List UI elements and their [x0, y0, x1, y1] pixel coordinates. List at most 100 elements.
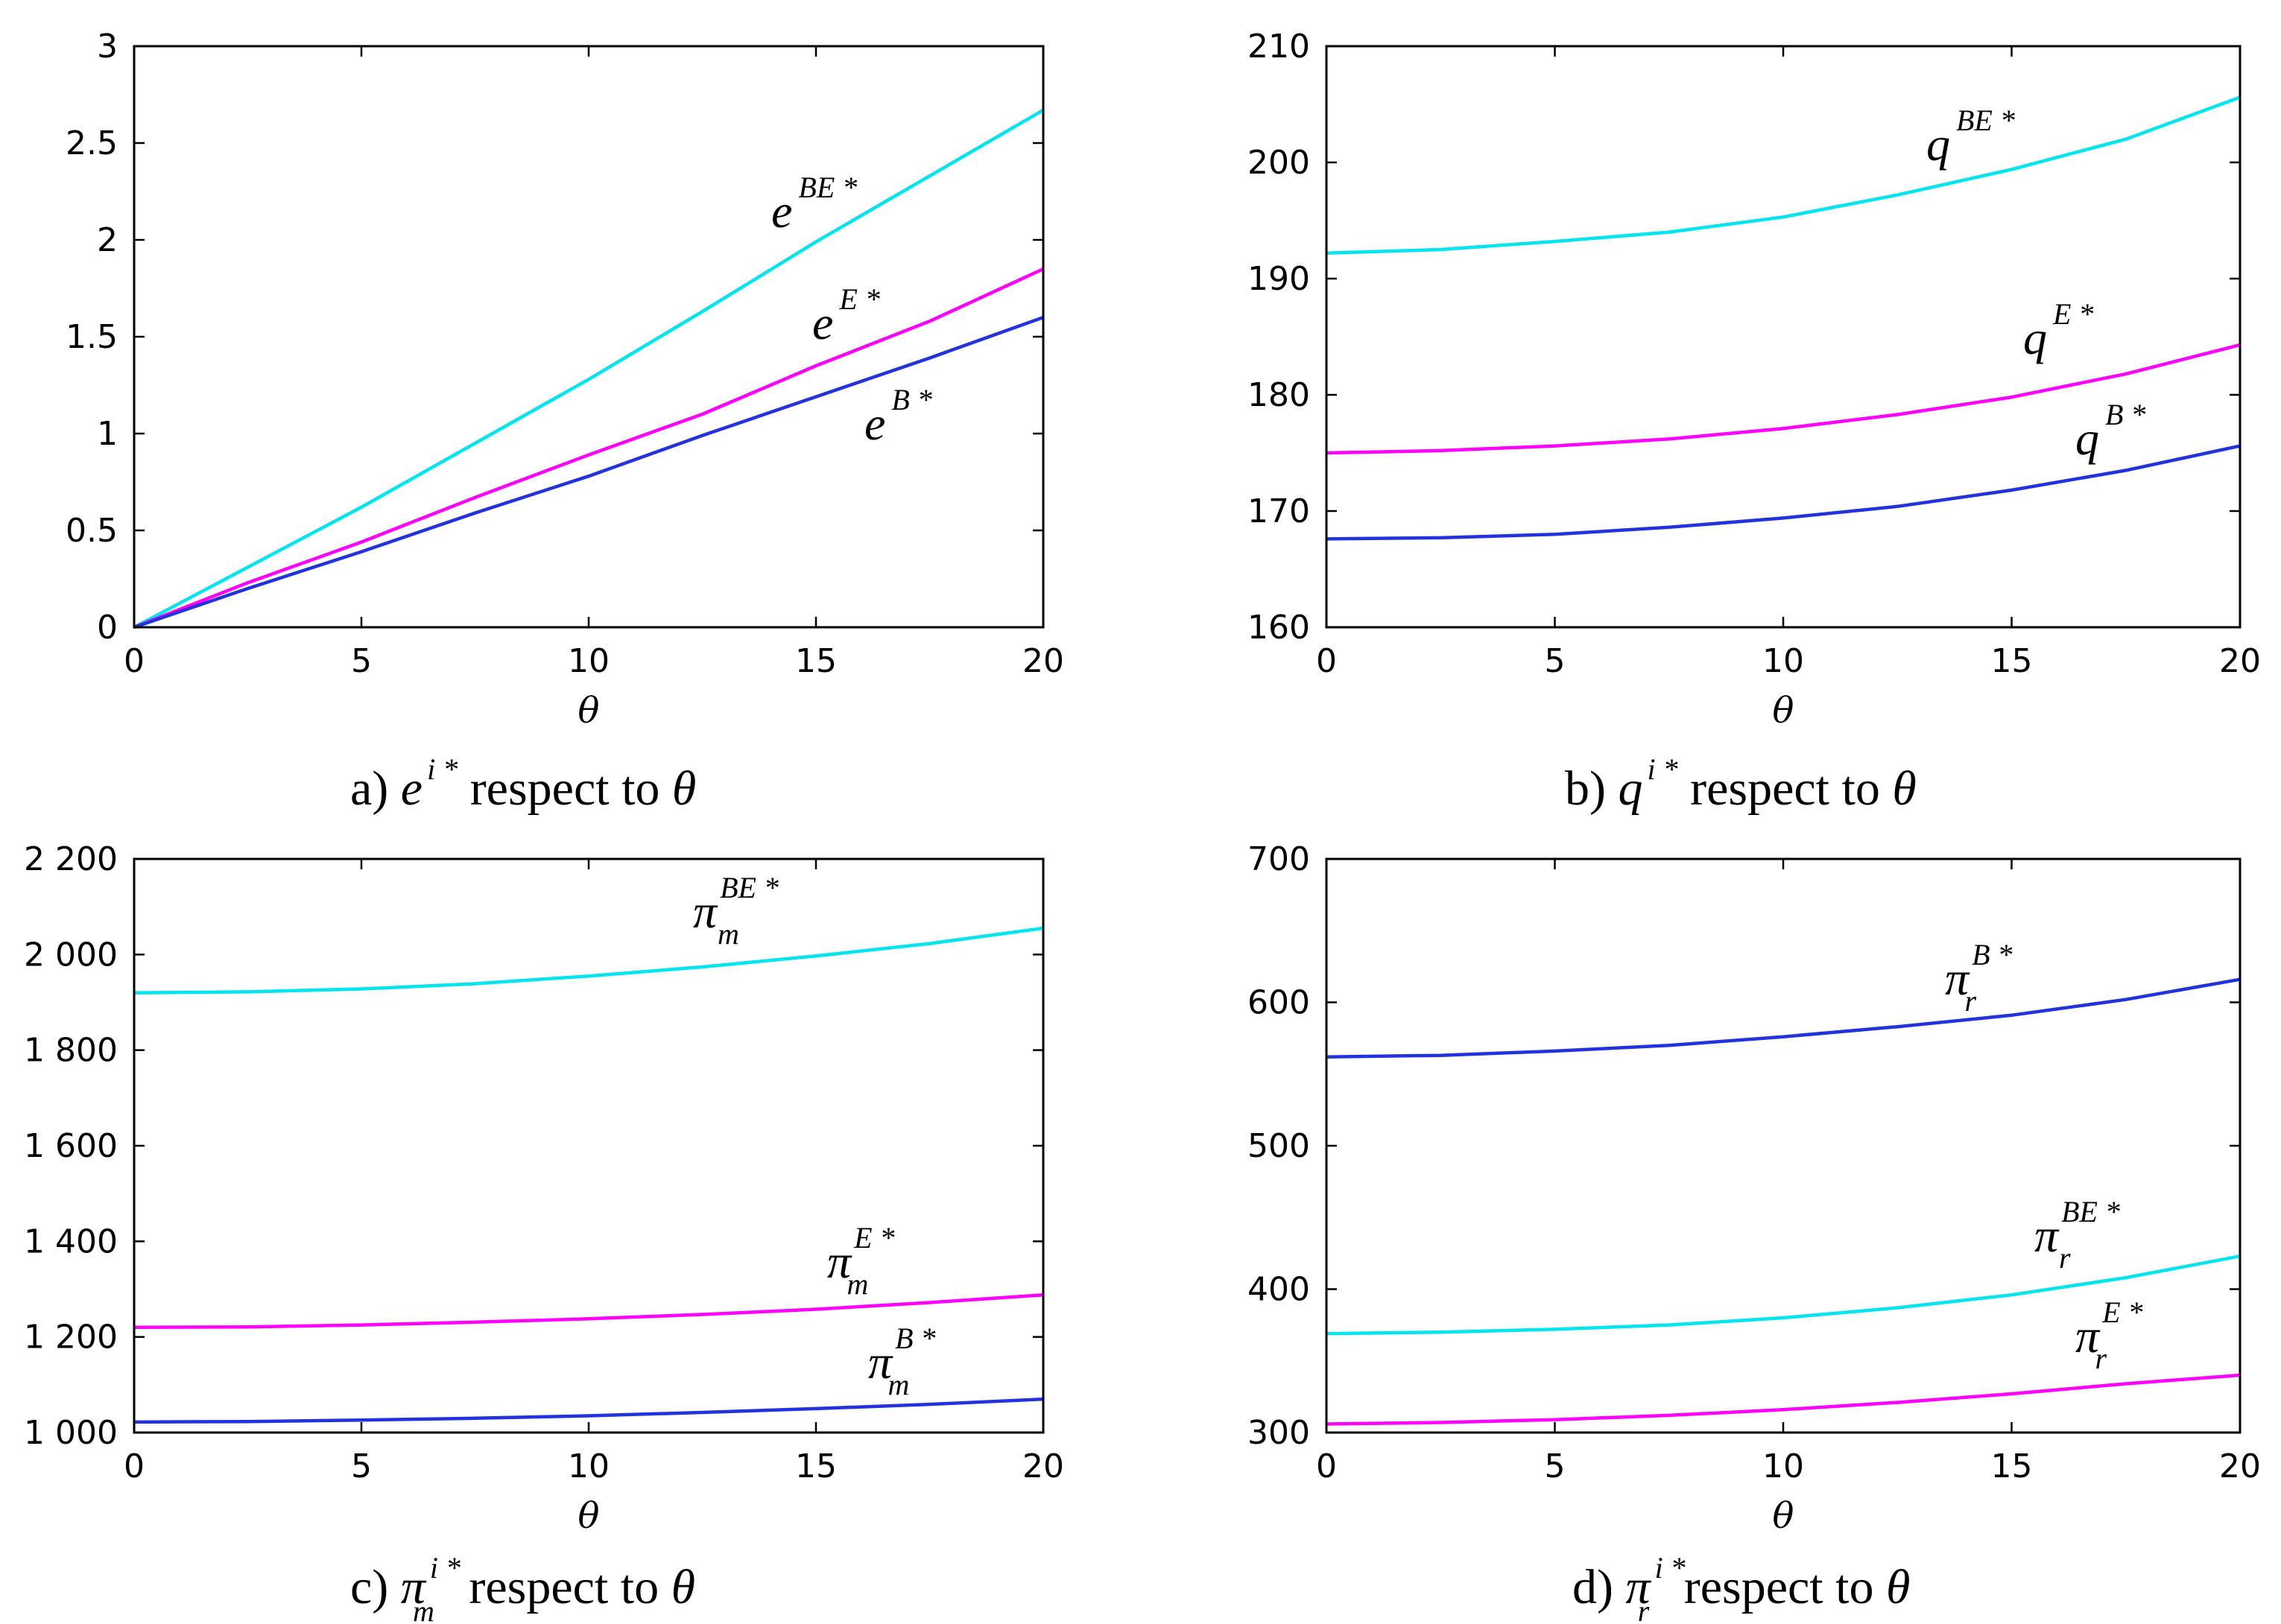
caption-text: respect to: [1671, 1560, 1886, 1614]
series-line-a-0: [133, 108, 1045, 629]
series-label-c-0: π BE * m: [693, 871, 779, 951]
series-label-base: q: [1926, 118, 1950, 171]
caption-superscript: i *: [427, 752, 458, 786]
series-label-sub: r: [1965, 984, 1977, 1018]
caption-theta: θ: [1886, 1560, 1910, 1614]
caption-variable: π: [401, 1560, 427, 1614]
series-label-b-0: q BE *: [1926, 104, 2015, 171]
y-tick-label: 180: [1247, 376, 1310, 414]
series-line-b-0: [1326, 95, 2241, 255]
series-line-a-2: [133, 315, 1044, 629]
x-tick-label: 5: [1545, 1447, 1566, 1485]
caption-subscript: r: [1638, 1594, 1650, 1624]
y-tick-label: 160: [1247, 609, 1310, 647]
series-line-d-1: [1326, 1254, 2241, 1336]
x-tick-label: 10: [568, 1447, 610, 1485]
series-label-sup: BE *: [720, 871, 779, 904]
series-label-sub: m: [718, 917, 739, 951]
series-label-base: π: [693, 885, 718, 938]
y-tick-label: 2: [97, 221, 118, 259]
x-axis-label: θ: [578, 690, 600, 732]
series-line-a-1: [133, 267, 1044, 629]
caption-variable: π: [1625, 1560, 1651, 1614]
series-label-base: π: [868, 1336, 893, 1389]
series-line-c-0: [133, 926, 1044, 995]
series-label-sub: r: [2095, 1342, 2107, 1375]
y-tick-label: 500: [1247, 1127, 1310, 1165]
x-tick-label: 20: [2219, 642, 2261, 680]
x-tick-label: 15: [1991, 1447, 2033, 1485]
series-label-base: π: [1945, 952, 1970, 1005]
series-line-d-2: [1326, 1373, 2241, 1426]
y-tick-label: 0: [97, 609, 118, 647]
series-label-sup: E *: [838, 282, 879, 316]
x-tick-label: 20: [2219, 1447, 2261, 1485]
x-tick-label: 0: [124, 642, 145, 680]
x-tick-label: 15: [1991, 642, 2033, 680]
x-axis-label: θ: [1773, 690, 1794, 732]
chart-panel-c: 0 5 10 15 20 1 000 1 200 1 400 1 600 1 800 2 000 2 …: [24, 840, 1064, 1624]
y-tick-label: 210: [1247, 28, 1310, 66]
series-label-base: π: [2075, 1310, 2101, 1363]
y-tick-label: 2 200: [24, 840, 118, 878]
series-label-base: e: [771, 185, 792, 238]
x-tick-label: 0: [1316, 642, 1337, 680]
y-tick-label: 2 000: [24, 936, 118, 974]
series-label-a-0: e BE *: [771, 171, 857, 238]
x-tick-label: 5: [351, 642, 372, 680]
y-tick-label: 1 400: [24, 1222, 118, 1260]
y-tick-label: 600: [1247, 984, 1310, 1022]
y-tick-label: 200: [1247, 144, 1310, 182]
x-tick-label: 5: [1545, 642, 1566, 680]
x-tick-label: 20: [1022, 1447, 1064, 1485]
y-tick-label: 1 200: [24, 1319, 118, 1357]
series-label-sup: B *: [1972, 938, 2012, 971]
series-label-base: π: [827, 1235, 852, 1288]
series-label-sup: BE *: [2061, 1195, 2120, 1228]
caption-variable: e: [401, 761, 423, 816]
x-tick-label: 15: [795, 1447, 837, 1485]
caption-subscript: m: [413, 1594, 434, 1624]
series-label-sup: B *: [891, 383, 931, 416]
y-tick-label: 170: [1247, 492, 1310, 530]
y-tick-label: 1: [97, 415, 118, 453]
x-axis-label: θ: [578, 1495, 600, 1537]
x-tick-label: 5: [351, 1447, 372, 1485]
series-line-c-1: [133, 1292, 1044, 1330]
x-tick-label: 15: [795, 642, 837, 680]
series-line-b-1: [1326, 343, 2241, 455]
series-label-sub: m: [847, 1267, 869, 1301]
y-tick-label: 1.5: [66, 318, 118, 356]
caption-variable: q: [1618, 761, 1642, 816]
caption-superscript: i *: [1647, 752, 1677, 786]
caption-superscript: i *: [1655, 1551, 1686, 1585]
x-axis-label: θ: [1773, 1495, 1794, 1537]
series-label-sup: BE *: [798, 171, 857, 204]
x-tick-label: 10: [1762, 642, 1804, 680]
x-tick-label: 10: [568, 642, 610, 680]
x-tick-label: 20: [1022, 642, 1064, 680]
caption-prefix: a): [350, 761, 401, 816]
x-tick-label: 0: [1316, 1447, 1337, 1485]
series-label-sup: E *: [853, 1221, 894, 1255]
series-label-sub: r: [2059, 1241, 2071, 1275]
y-tick-label: 300: [1247, 1414, 1310, 1452]
x-tick-label: 0: [124, 1447, 145, 1485]
y-tick-label: 400: [1247, 1271, 1310, 1309]
series-label-base: e: [864, 397, 885, 450]
series-label-sup: B *: [2105, 398, 2145, 431]
caption-superscript: i *: [430, 1551, 461, 1585]
series-line-c-2: [133, 1397, 1044, 1424]
